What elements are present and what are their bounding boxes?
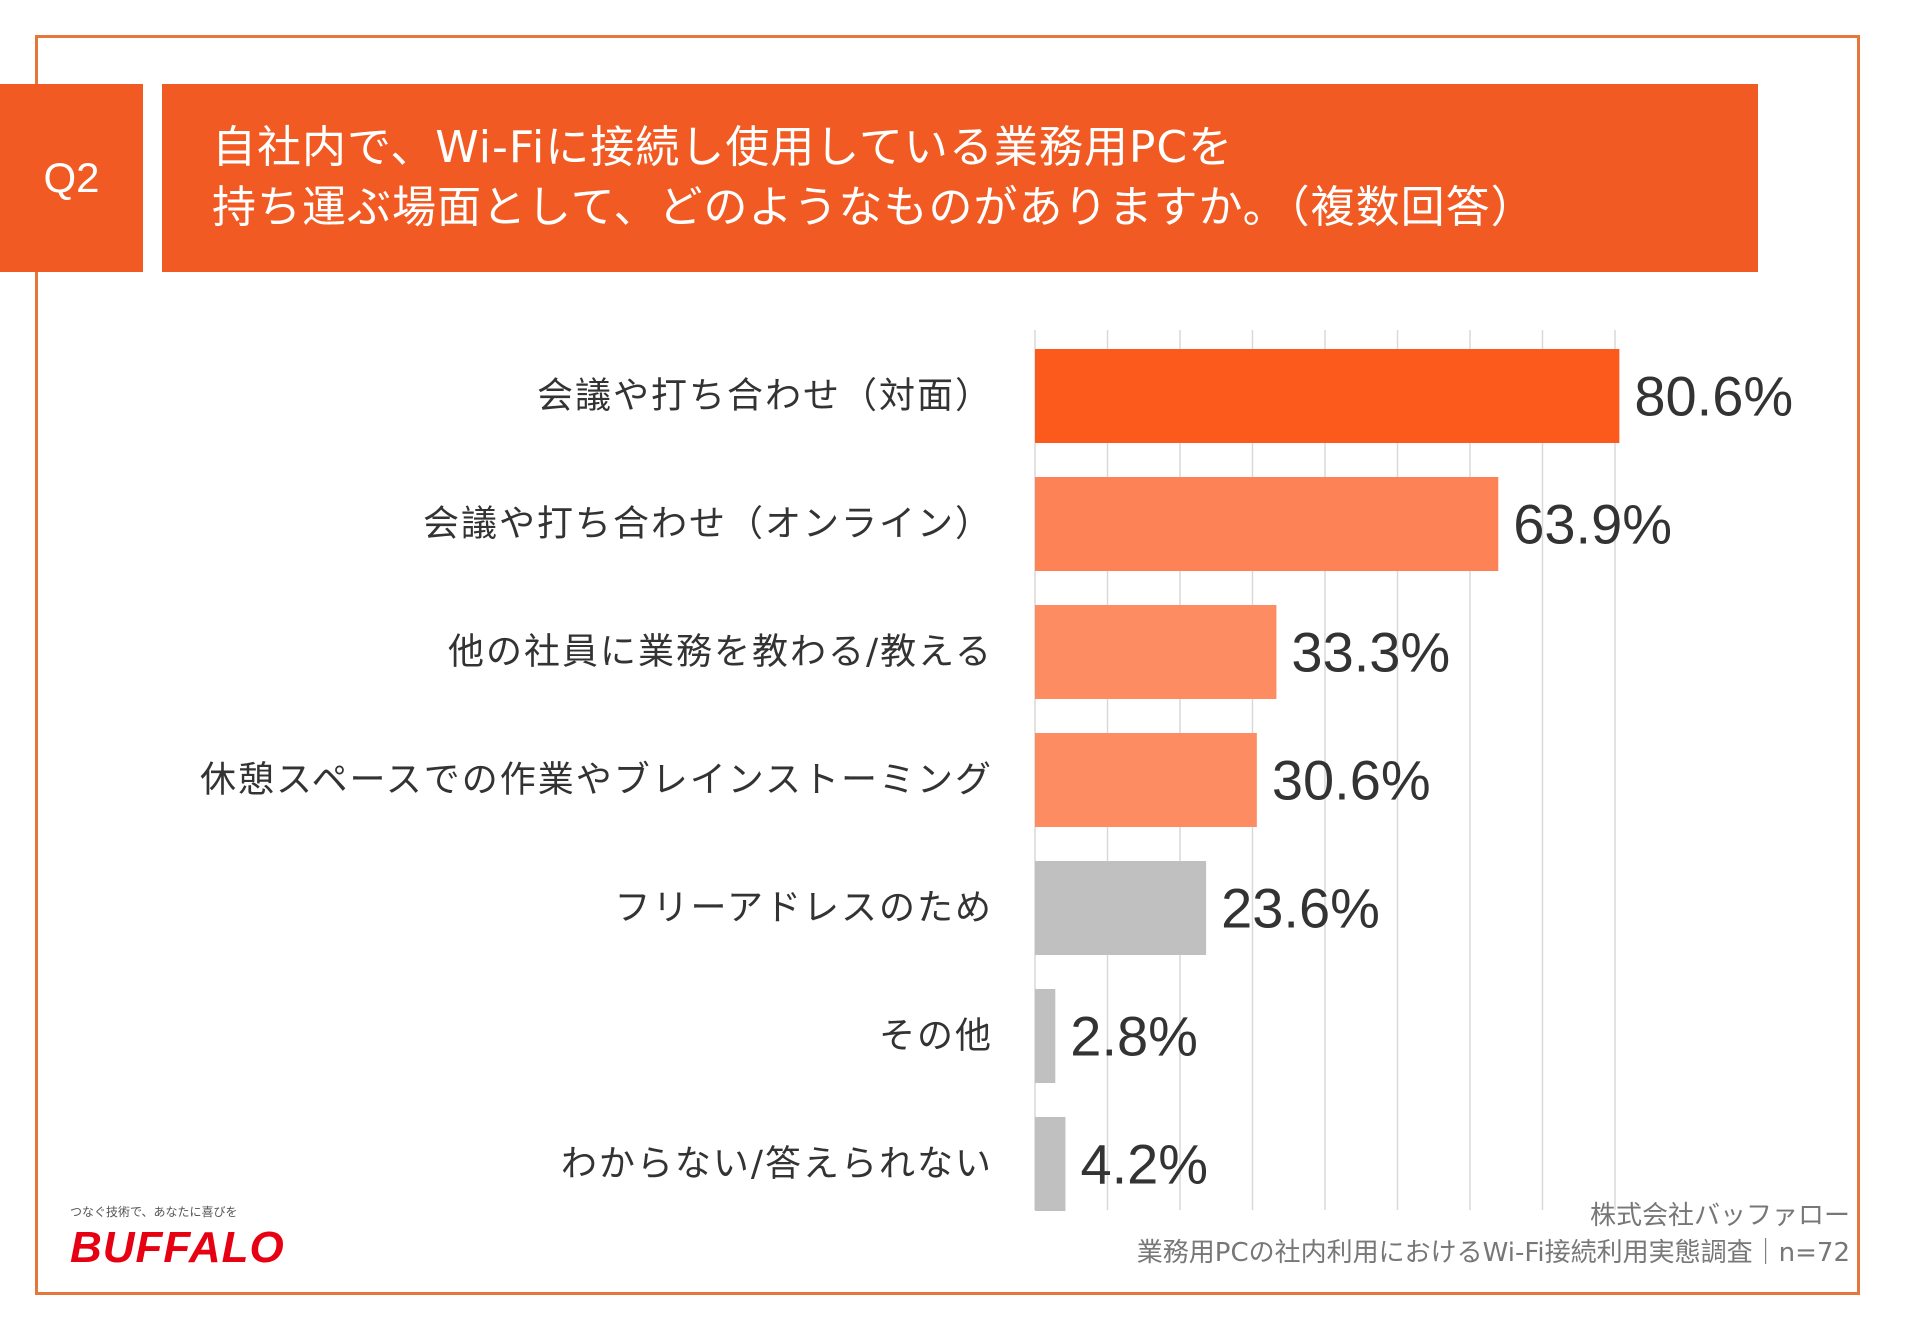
data-label: 30.6% [1272,749,1431,812]
bar [1035,733,1257,827]
bar [1035,989,1056,1083]
category-label: フリーアドレスのため [614,888,993,929]
question-title-line-1: 自社内で、Wi-Fiに接続し使用している業務用PCを [212,122,1234,173]
data-label: 80.6% [1634,365,1793,428]
category-label: わからない/答えられない [561,1144,993,1185]
data-label: 63.9% [1513,493,1672,556]
buffalo-logo: BUFFALO [70,1223,285,1272]
data-label: 23.6% [1221,877,1380,940]
bar [1035,605,1277,699]
question-title-line-2: 持ち運ぶ場面として、どのようなものがありますか。（複数回答） [212,182,1536,233]
category-label: 休憩スペースでの作業やブレインストーミング [200,760,993,801]
question-title-bar: 自社内で、Wi-Fiに接続し使用している業務用PCを 持ち運ぶ場面として、どのよ… [162,84,1758,272]
bar [1035,349,1620,443]
brand-tagline: つなぐ技術で、あなたに喜びを [70,1205,238,1219]
brand-block: つなぐ技術で、あなたに喜びを BUFFALO [70,1203,285,1272]
footer-survey-info: 業務用PCの社内利用におけるWi-Fi接続利用実態調査｜n=72 [1136,1238,1850,1268]
category-label: 会議や打ち合わせ（対面） [537,376,993,417]
data-label: 2.8% [1070,1005,1198,1068]
data-label: 4.2% [1080,1133,1208,1196]
bar [1035,477,1499,571]
category-label: 他の社員に業務を教わる/教える [448,632,993,673]
question-badge: Q2 [0,84,143,272]
category-label: 会議や打ち合わせ（オンライン） [423,504,993,545]
content-frame [35,35,1860,1295]
bar [1035,1117,1066,1211]
bar [1035,861,1207,955]
category-label: その他 [879,1016,993,1057]
footer-company: 株式会社バッファロー [1589,1201,1850,1231]
data-label: 33.3% [1291,621,1450,684]
